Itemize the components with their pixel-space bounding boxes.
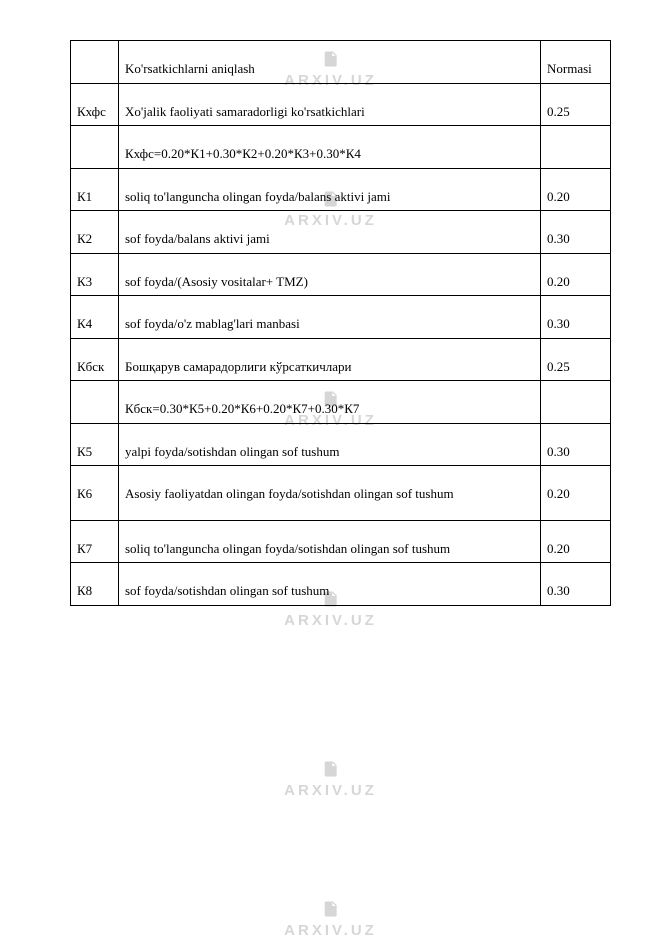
cell-norm: 0.20 [541, 520, 611, 563]
cell-code: К4 [71, 296, 119, 339]
document-stack-icon [321, 900, 339, 918]
cell-desc: Asosiy faoliyatdan olingan foyda/sotishd… [119, 466, 541, 521]
table-row: К3sof foyda/(Asosiy vositalar+ TMZ)0.20 [71, 253, 611, 296]
cell-code: К1 [71, 168, 119, 211]
table-body: Ko'rsatkichlarni aniqlashNormasiКхфсXo'j… [71, 41, 611, 606]
table-row: К2sof foyda/balans aktivi jami0.30 [71, 211, 611, 254]
cell-desc: soliq to'languncha olingan foyda/balans … [119, 168, 541, 211]
cell-norm: 0.20 [541, 168, 611, 211]
indicators-table: Ko'rsatkichlarni aniqlashNormasiКхфсXo'j… [70, 40, 611, 606]
cell-norm: 0.20 [541, 466, 611, 521]
table-row: К6Asosiy faoliyatdan olingan foyda/sotis… [71, 466, 611, 521]
cell-desc: yalpi foyda/sotishdan olingan sof tushum [119, 423, 541, 466]
watermark-text: ARXIV.UZ [284, 612, 377, 629]
table-row: Кхфс=0.20*К1+0.30*К2+0.20*К3+0.30*К4 [71, 126, 611, 169]
cell-desc: Кхфс=0.20*К1+0.30*К2+0.20*К3+0.30*К4 [119, 126, 541, 169]
table-row: К1soliq to'languncha olingan foyda/balan… [71, 168, 611, 211]
table-row: Кбск=0.30*К5+0.20*К6+0.20*К7+0.30*К7 [71, 381, 611, 424]
cell-code: Кхфс [71, 83, 119, 126]
table-row: К8sof foyda/sotishdan olingan sof tushum… [71, 563, 611, 606]
cell-desc: sof foyda/balans aktivi jami [119, 211, 541, 254]
cell-norm: 0.30 [541, 423, 611, 466]
cell-code: Кбск [71, 338, 119, 381]
cell-norm: 0.30 [541, 563, 611, 606]
cell-code: К2 [71, 211, 119, 254]
cell-desc: Кбск=0.30*К5+0.20*К6+0.20*К7+0.30*К7 [119, 381, 541, 424]
document-stack-icon [321, 760, 339, 778]
cell-code: К3 [71, 253, 119, 296]
watermark: ARXIV.UZ [284, 760, 377, 799]
watermark-text: ARXIV.UZ [284, 782, 377, 799]
cell-desc: sof foyda/o'z mablag'lari manbasi [119, 296, 541, 339]
table-row: Ko'rsatkichlarni aniqlashNormasi [71, 41, 611, 84]
cell-code [71, 126, 119, 169]
cell-desc: sof foyda/sotishdan olingan sof tushum [119, 563, 541, 606]
cell-norm: 0.30 [541, 296, 611, 339]
table-row: К7soliq to'languncha olingan foyda/sotis… [71, 520, 611, 563]
cell-desc: Ko'rsatkichlarni aniqlash [119, 41, 541, 84]
cell-desc: Xo'jalik faoliyati samaradorligi ko'rsat… [119, 83, 541, 126]
table-row: КбскБошқарув самарадорлиги кўрсаткичлари… [71, 338, 611, 381]
watermark-text: ARXIV.UZ [284, 922, 377, 939]
cell-norm: 0.25 [541, 338, 611, 381]
cell-code: К7 [71, 520, 119, 563]
cell-norm: 0.30 [541, 211, 611, 254]
cell-desc: Бошқарув самарадорлиги кўрсаткичлари [119, 338, 541, 381]
cell-norm: 0.20 [541, 253, 611, 296]
cell-desc: soliq to'languncha olingan foyda/sotishd… [119, 520, 541, 563]
cell-norm [541, 381, 611, 424]
cell-code: К5 [71, 423, 119, 466]
cell-norm: 0.25 [541, 83, 611, 126]
cell-code: К8 [71, 563, 119, 606]
cell-desc: sof foyda/(Asosiy vositalar+ TMZ) [119, 253, 541, 296]
cell-norm: Normasi [541, 41, 611, 84]
page: ARXIV.UZ ARXIV.UZ ARXIV.UZ ARXIV.UZ ARXI… [0, 0, 661, 935]
table-row: К4sof foyda/o'z mablag'lari manbasi0.30 [71, 296, 611, 339]
cell-code [71, 41, 119, 84]
cell-code [71, 381, 119, 424]
table-row: К5yalpi foyda/sotishdan olingan sof tush… [71, 423, 611, 466]
table-row: КхфсXo'jalik faoliyati samaradorligi ko'… [71, 83, 611, 126]
cell-norm [541, 126, 611, 169]
watermark: ARXIV.UZ [284, 900, 377, 939]
cell-code: К6 [71, 466, 119, 521]
